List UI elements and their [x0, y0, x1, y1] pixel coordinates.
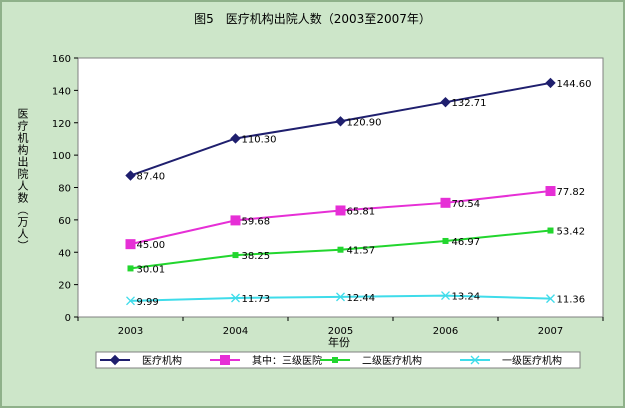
legend-marker — [470, 355, 480, 365]
marker-stroke — [441, 291, 450, 301]
x-tick-label: 2003 — [118, 326, 143, 337]
legend-label: 医疗机构 — [142, 354, 182, 367]
y-tick-label: 80 — [58, 184, 71, 195]
data-label: 11.73 — [242, 294, 271, 305]
data-label: 9.99 — [137, 297, 159, 308]
data-label: 70.54 — [452, 199, 481, 210]
data-label: 87.40 — [137, 172, 166, 183]
marker-stroke — [231, 293, 240, 303]
x-tick-label: 2006 — [433, 326, 458, 337]
data-label: 65.81 — [347, 206, 376, 217]
legend-label: 一级医疗机构 — [502, 354, 562, 367]
data-label: 30.01 — [137, 264, 166, 275]
data-label: 38.25 — [242, 251, 271, 262]
series-2: 45.00 59.68 65.81 70.54 77.82 — [125, 186, 586, 251]
marker-stroke — [546, 294, 555, 304]
legend-label: 其中：三级医院 — [252, 354, 322, 367]
legend-marker — [220, 355, 230, 365]
plot-area — [77, 57, 604, 318]
data-label: 110.30 — [242, 134, 277, 145]
y-tick-label: 120 — [52, 119, 71, 130]
data-point — [230, 133, 241, 144]
data-point — [232, 252, 239, 259]
legend-item-4: 一级医疗机构 — [460, 354, 562, 367]
series-layer: 87.40 110.30 120.90 132.71 144.60 45.00 59.68 6… — [125, 77, 592, 308]
y-tick-label: 0 — [65, 313, 71, 324]
data-label: 77.82 — [557, 187, 586, 198]
data-point — [442, 237, 449, 244]
y-axis-label: 医疗机构出院人数（万人） — [16, 108, 29, 252]
data-point — [230, 215, 241, 226]
x-tick-label: 2007 — [538, 326, 563, 337]
legend-marker — [332, 357, 338, 363]
data-label: 45.00 — [137, 240, 166, 251]
data-label: 12.44 — [347, 293, 376, 304]
x-axis-label: 年份 — [328, 335, 350, 349]
data-label: 46.97 — [452, 237, 481, 248]
x-tick-label: 2004 — [223, 326, 248, 337]
legend-label: 二级医疗机构 — [362, 354, 422, 367]
data-label: 132.71 — [452, 98, 487, 109]
data-label: 11.36 — [557, 295, 586, 306]
chart-title: 图5 医疗机构出院人数（2003至2007年） — [194, 12, 431, 26]
data-point — [335, 116, 346, 127]
legend-item-3: 二级医疗机构 — [320, 354, 422, 367]
data-label: 41.57 — [347, 246, 376, 257]
data-point — [546, 294, 555, 304]
data-point — [440, 96, 451, 108]
y-tick-label: 60 — [58, 216, 71, 227]
x-tick-label: 2005 — [328, 326, 353, 337]
data-point — [337, 246, 344, 253]
data-point — [545, 186, 556, 197]
marker-stroke — [126, 296, 135, 306]
marker-stroke — [336, 292, 345, 302]
data-point — [547, 227, 554, 234]
data-label: 59.68 — [242, 216, 271, 227]
marker-stroke — [470, 355, 480, 365]
data-point — [335, 205, 346, 216]
legend-item-2: 其中：三级医院 — [210, 354, 322, 367]
y-tick-label: 20 — [58, 281, 71, 292]
data-label: 144.60 — [557, 79, 592, 90]
data-point — [441, 291, 450, 301]
y-tick-label: 40 — [58, 248, 71, 259]
data-point — [440, 197, 451, 208]
data-label: 53.42 — [557, 227, 586, 238]
y-tick-label: 100 — [52, 151, 71, 162]
legend-item-1: 医疗机构 — [100, 354, 182, 367]
legend: 医疗机构 其中：三级医院 二级医疗机构 一级医疗机构 — [100, 354, 562, 367]
data-point — [545, 77, 556, 89]
data-label: 120.90 — [347, 117, 382, 128]
data-point — [231, 293, 240, 303]
data-point — [127, 265, 134, 272]
y-tick-label: 160 — [52, 54, 71, 65]
data-point — [336, 292, 345, 302]
legend-marker — [109, 354, 121, 366]
data-label: 13.24 — [452, 292, 481, 303]
axes: 0 20 40 60 80 100 120 140 160 2003 2004 2005 2006 200… — [52, 54, 604, 337]
series-4: 9.99 11.73 12.44 13.24 11.36 — [126, 291, 586, 308]
series-3: 30.01 38.25 41.57 46.97 53.42 — [127, 227, 586, 275]
data-point — [125, 239, 136, 250]
data-point — [125, 170, 136, 181]
series-1: 87.40 110.30 120.90 132.71 144.60 — [125, 77, 592, 183]
y-tick-label: 140 — [52, 86, 71, 97]
data-point — [126, 296, 135, 306]
